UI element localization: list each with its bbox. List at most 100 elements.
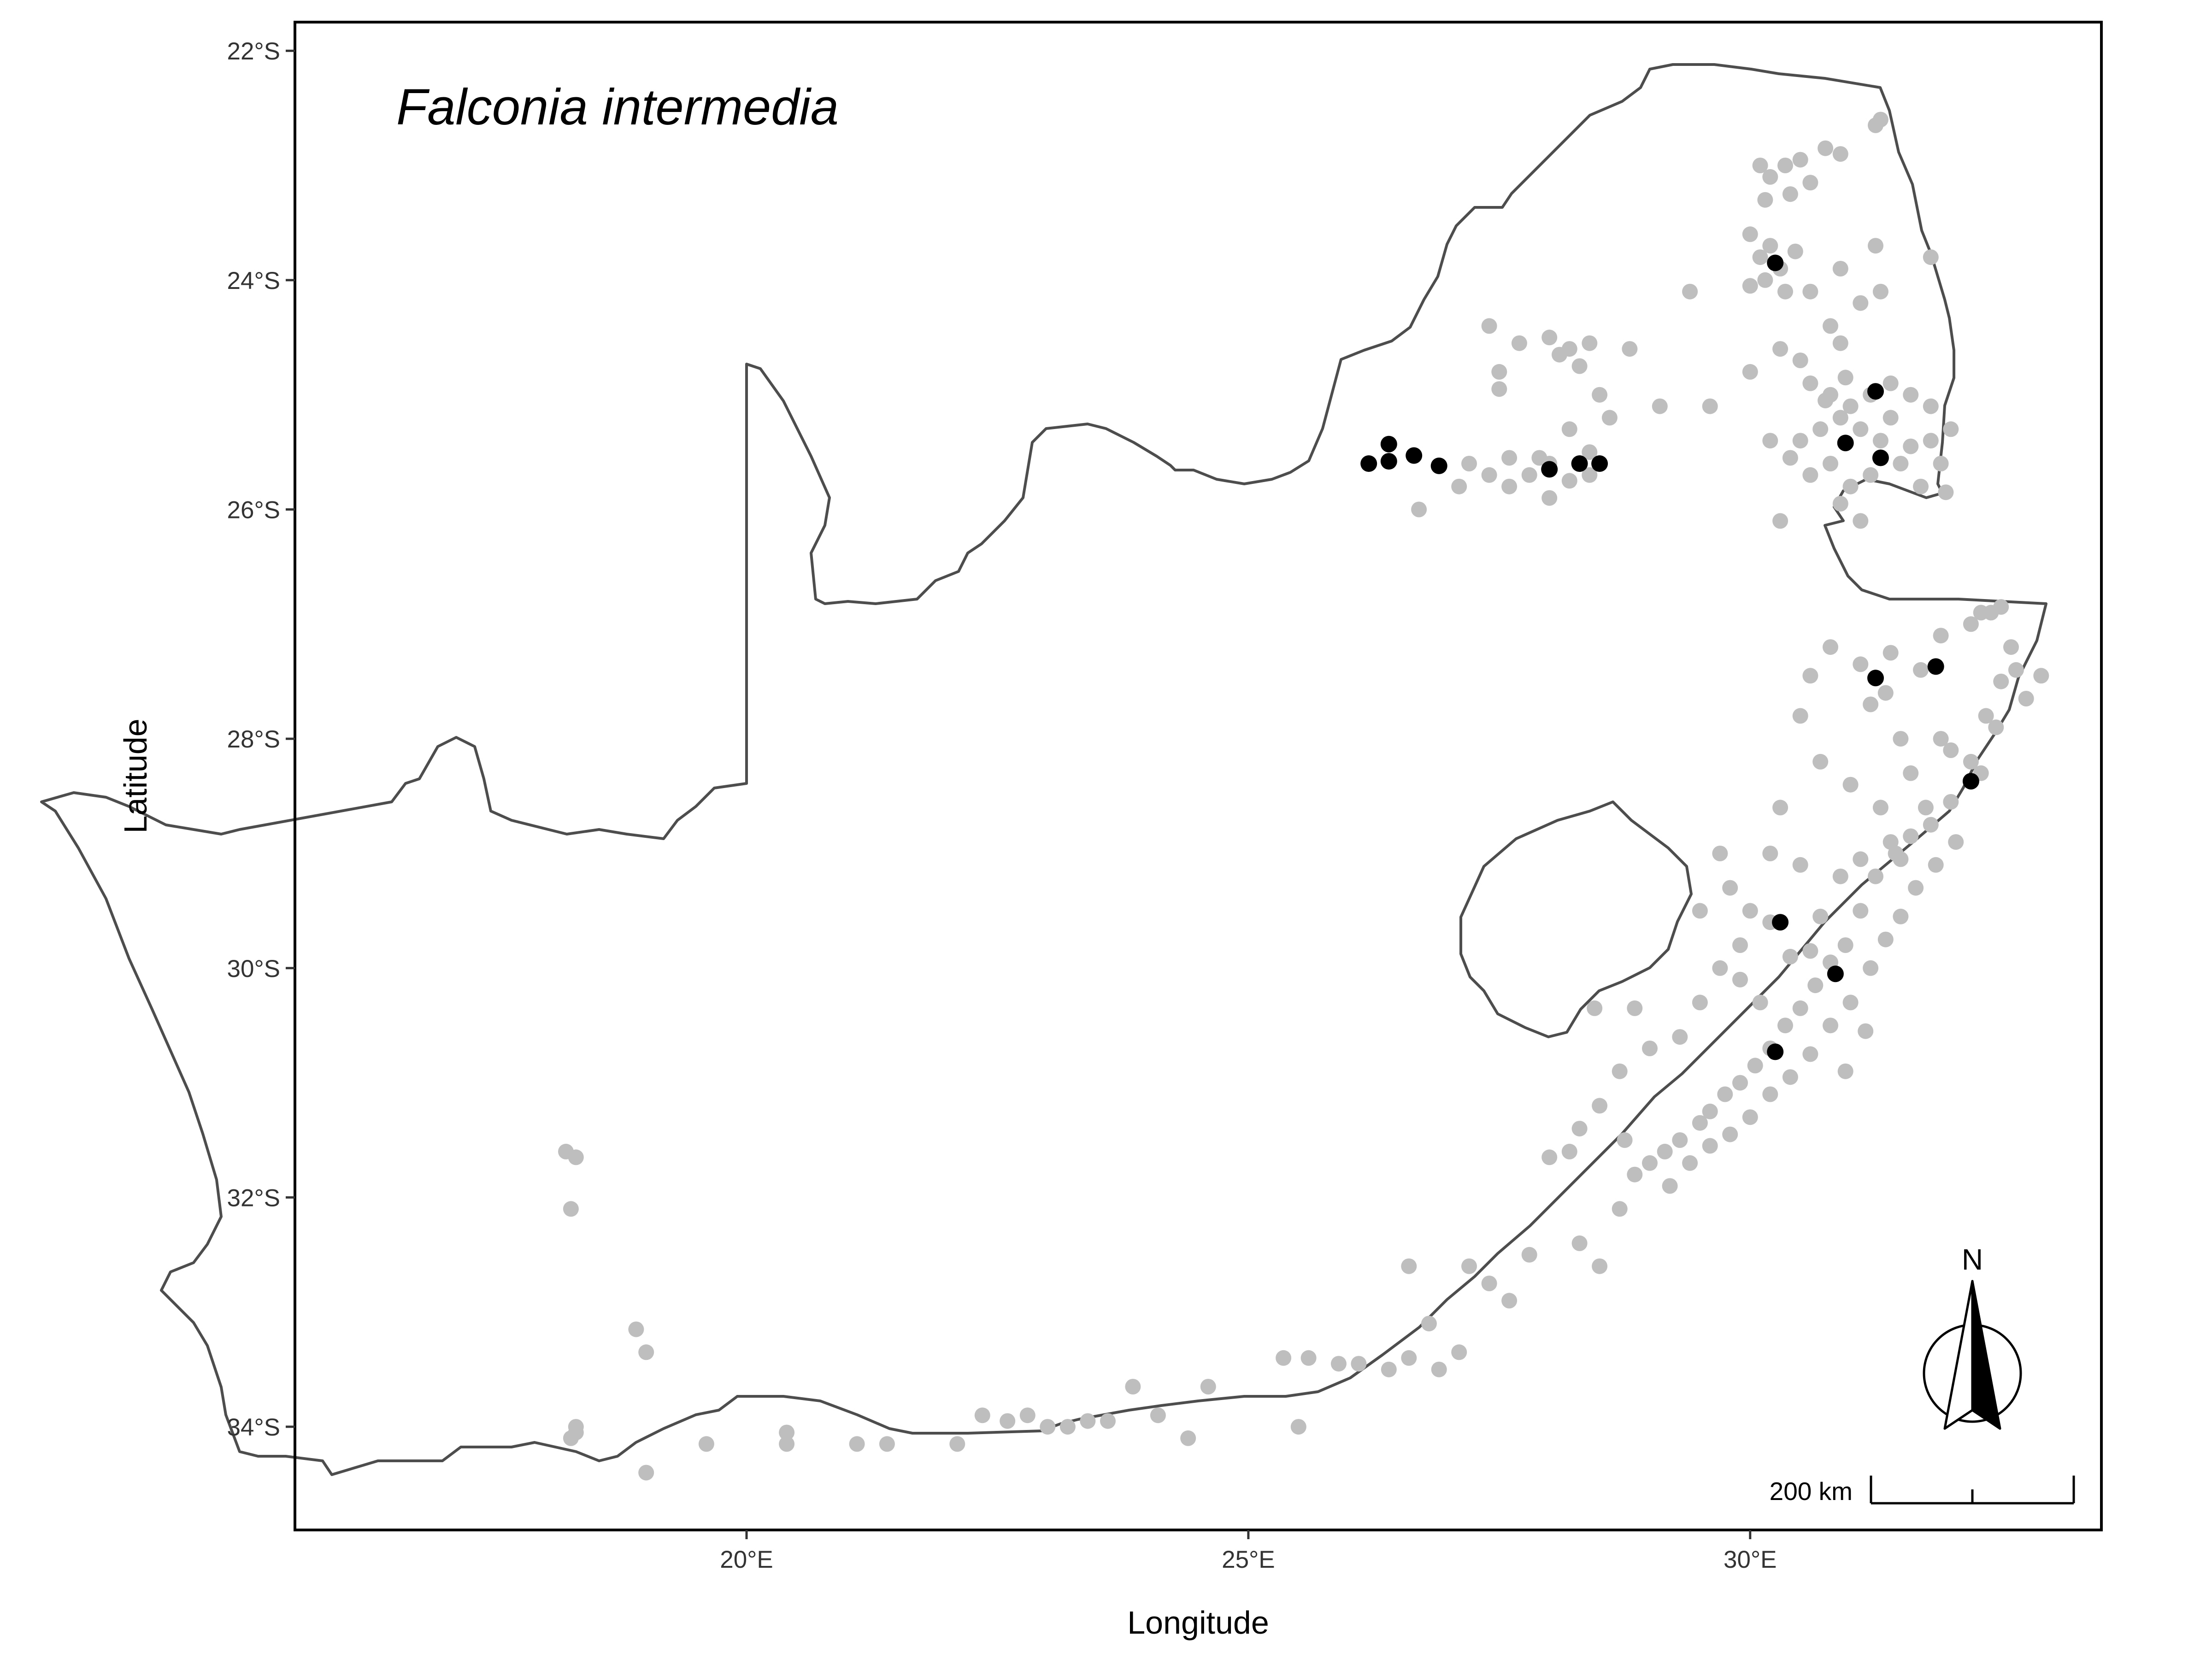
background-record-point <box>1059 1419 1076 1435</box>
background-record-point <box>1276 1350 1292 1366</box>
background-record-point <box>1381 1361 1397 1377</box>
background-record-point <box>1461 456 1477 471</box>
background-record-point <box>698 1436 714 1452</box>
background-record-point <box>1742 364 1758 380</box>
background-record-point <box>1913 478 1929 494</box>
background-record-point <box>1893 851 1909 867</box>
background-record-point <box>879 1436 895 1452</box>
background-record-point <box>1863 696 1879 712</box>
background-record-point <box>1842 478 1859 494</box>
y-tick-label: 28°S <box>227 726 281 753</box>
background-record-point <box>1792 433 1808 449</box>
background-record-point <box>1692 1115 1708 1131</box>
background-record-point <box>1541 490 1558 506</box>
background-record-point <box>1582 335 1598 351</box>
background-record-point <box>1818 140 1834 156</box>
background-record-point <box>1582 444 1598 460</box>
background-record-point <box>1501 478 1518 494</box>
background-record-point <box>1622 341 1638 357</box>
background-record-point <box>1592 1098 1608 1114</box>
background-record-point <box>1762 238 1778 254</box>
background-record-point <box>1521 1247 1537 1263</box>
background-record-point <box>1802 283 1818 300</box>
background-record-point <box>1431 1361 1447 1377</box>
background-record-point <box>1200 1379 1216 1394</box>
background-record-point <box>1842 994 1859 1011</box>
background-record-point <box>1642 1155 1658 1171</box>
background-record-point <box>1762 433 1778 449</box>
background-record-point <box>2008 662 2024 678</box>
background-record-point <box>1807 977 1824 994</box>
y-tick-label: 30°S <box>227 955 281 982</box>
background-record-point <box>1823 1018 1838 1034</box>
species-record-point <box>1767 1043 1784 1060</box>
x-axis-title: Longitude <box>1127 1605 1269 1641</box>
background-record-point <box>1928 857 1944 873</box>
background-record-point <box>1652 398 1668 414</box>
background-record-point <box>1501 450 1518 466</box>
background-record-point <box>563 1201 579 1217</box>
background-record-point <box>1872 800 1888 816</box>
background-record-point <box>1792 152 1808 168</box>
background-record-point <box>1752 994 1768 1011</box>
plot-panel: Falconia intermedia N 200 km <box>40 21 2103 1531</box>
background-record-point <box>1702 398 1718 414</box>
background-record-point <box>638 1344 654 1360</box>
map-title: Falconia intermedia <box>396 79 839 135</box>
species-record-point <box>1827 965 1844 982</box>
background-record-point <box>1587 1000 1603 1016</box>
background-record-point <box>1913 662 1929 678</box>
background-record-point <box>1837 1063 1853 1079</box>
background-record-point <box>1938 484 1954 500</box>
background-record-point <box>1837 937 1853 953</box>
background-record-point <box>1923 249 1939 265</box>
background-record-point <box>1818 393 1834 409</box>
background-record-point <box>779 1424 795 1441</box>
background-record-point <box>1772 513 1788 529</box>
background-record-point <box>974 1407 990 1424</box>
background-record-point <box>1782 450 1798 466</box>
background-record-point <box>1823 456 1838 471</box>
y-tick-label: 34°S <box>227 1414 281 1441</box>
background-record-point <box>1903 438 1919 454</box>
background-record-point <box>1868 868 1883 884</box>
background-record-point <box>1872 433 1888 449</box>
scalebar-label: 200 km <box>1770 1477 1853 1506</box>
background-record-point <box>1802 943 1818 959</box>
species-record-point <box>1591 455 1608 472</box>
y-tick-label: 26°S <box>227 496 281 524</box>
background-record-point <box>1918 800 1934 816</box>
background-record-point <box>1963 753 1979 770</box>
background-record-point <box>1421 1316 1437 1332</box>
background-record-point <box>1802 668 1818 684</box>
background-record-point <box>1757 192 1773 208</box>
background-record-point <box>1872 283 1888 300</box>
background-record-point <box>1561 421 1577 437</box>
background-record-point <box>1943 794 1959 810</box>
background-record-point <box>1893 908 1909 924</box>
background-record-point <box>1571 1121 1588 1137</box>
background-record-point <box>1963 616 1979 632</box>
background-record-point <box>1351 1356 1367 1372</box>
background-record-point <box>1863 467 1879 483</box>
background-record-point <box>1612 1063 1628 1079</box>
background-record-point <box>949 1436 965 1452</box>
background-record-point <box>1662 1178 1678 1194</box>
background-record-point <box>1853 656 1869 672</box>
background-record-point <box>1330 1356 1347 1372</box>
background-record-point <box>1863 960 1879 976</box>
background-record-point <box>1451 1344 1467 1360</box>
background-record-point <box>1481 1276 1497 1291</box>
panel-border <box>294 21 2103 1531</box>
background-record-point <box>1868 238 1883 254</box>
background-record-point <box>1401 1258 1417 1274</box>
species-record-point <box>1772 914 1789 931</box>
y-axis: 22°S 24°S 26°S 28°S 30°S 32°S 34°S <box>227 38 295 1441</box>
background-record-point <box>1903 387 1919 403</box>
background-record-point <box>1993 599 2009 615</box>
background-record-point <box>1481 467 1497 483</box>
background-record-point <box>1742 903 1758 919</box>
background-record-point <box>1692 903 1708 919</box>
background-record-point <box>1627 1000 1643 1016</box>
